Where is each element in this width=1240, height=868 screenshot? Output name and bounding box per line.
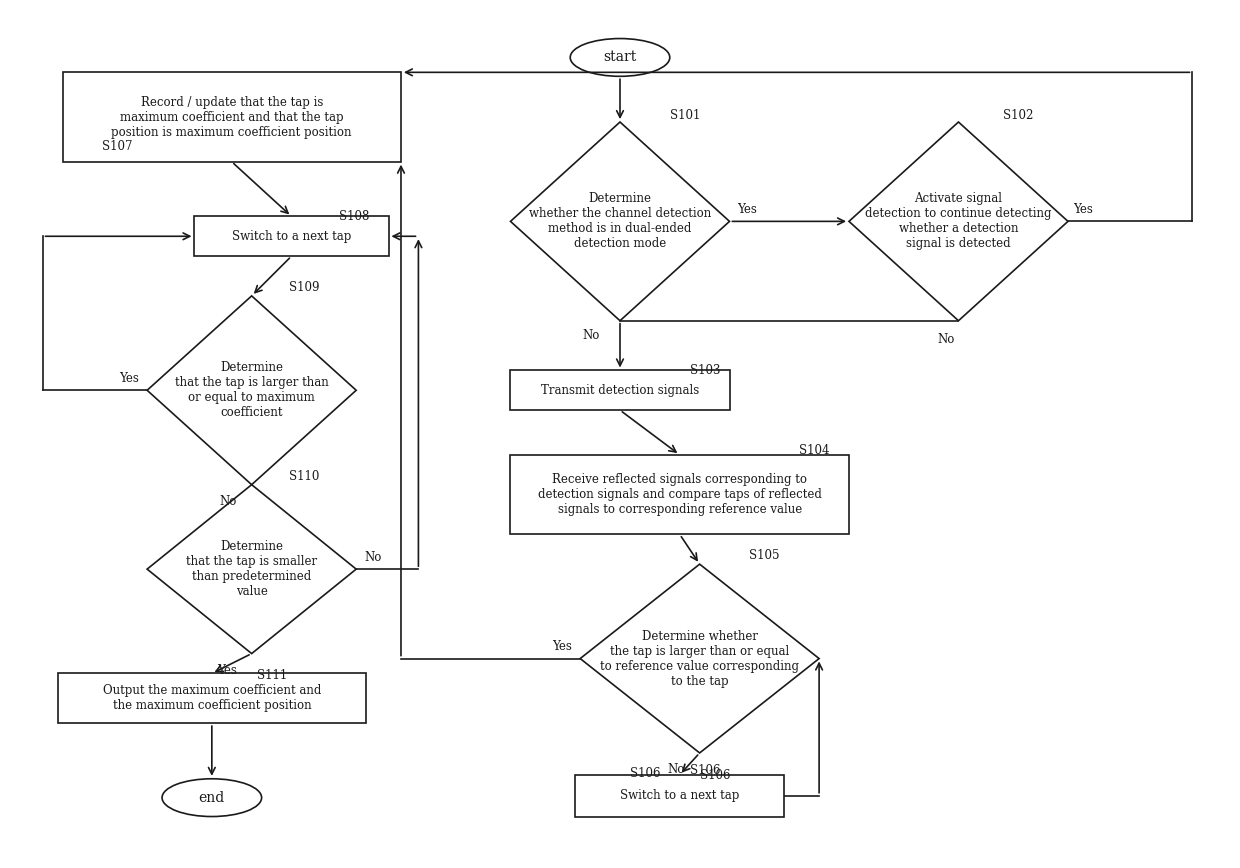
FancyBboxPatch shape xyxy=(511,455,849,535)
Text: Yes: Yes xyxy=(738,203,758,216)
FancyBboxPatch shape xyxy=(511,371,729,411)
Text: Record / update that the tap is
maximum coefficient and that the tap
position is: Record / update that the tap is maximum … xyxy=(112,95,352,139)
Text: S106: S106 xyxy=(699,769,730,782)
FancyBboxPatch shape xyxy=(195,216,388,256)
Text: No: No xyxy=(667,763,684,776)
FancyBboxPatch shape xyxy=(575,775,784,817)
Text: Yes: Yes xyxy=(119,372,139,385)
Text: Determine
that the tap is larger than
or equal to maximum
coefficient: Determine that the tap is larger than or… xyxy=(175,361,329,419)
FancyBboxPatch shape xyxy=(57,674,366,723)
Text: S111: S111 xyxy=(257,669,286,682)
Text: start: start xyxy=(604,50,636,64)
Polygon shape xyxy=(148,296,356,484)
Text: S106: S106 xyxy=(689,765,720,778)
Text: No: No xyxy=(937,332,955,345)
Text: S110: S110 xyxy=(289,470,320,483)
Text: Determine
that the tap is smaller
than predetermined
value: Determine that the tap is smaller than p… xyxy=(186,540,317,598)
Text: Determine
whether the channel detection
method is in dual-ended
detection mode: Determine whether the channel detection … xyxy=(529,193,711,250)
Text: S104: S104 xyxy=(800,444,830,457)
Text: Yes: Yes xyxy=(1073,203,1092,216)
Text: Switch to a next tap: Switch to a next tap xyxy=(620,789,739,802)
Polygon shape xyxy=(580,564,820,753)
Ellipse shape xyxy=(162,779,262,817)
Text: Switch to a next tap: Switch to a next tap xyxy=(232,230,351,243)
FancyBboxPatch shape xyxy=(62,72,401,161)
Text: Yes: Yes xyxy=(217,663,237,676)
Text: S103: S103 xyxy=(689,364,720,377)
Text: end: end xyxy=(198,791,224,805)
Text: S105: S105 xyxy=(749,549,780,562)
Text: S108: S108 xyxy=(340,210,370,223)
Text: Transmit detection signals: Transmit detection signals xyxy=(541,384,699,397)
Text: Receive reflected signals corresponding to
detection signals and compare taps of: Receive reflected signals corresponding … xyxy=(538,473,822,516)
Text: S107: S107 xyxy=(103,141,133,154)
Text: S106: S106 xyxy=(630,767,661,780)
Text: No: No xyxy=(219,495,237,508)
Text: S102: S102 xyxy=(1003,109,1034,122)
Text: Activate signal
detection to continue detecting
whether a detection
signal is de: Activate signal detection to continue de… xyxy=(866,193,1052,250)
Text: No: No xyxy=(583,329,600,342)
Polygon shape xyxy=(511,122,729,321)
Text: No: No xyxy=(365,550,382,563)
Ellipse shape xyxy=(570,38,670,76)
Text: S101: S101 xyxy=(670,109,701,122)
Polygon shape xyxy=(849,122,1068,321)
Polygon shape xyxy=(148,484,356,654)
Text: Output the maximum coefficient and
the maximum coefficient position: Output the maximum coefficient and the m… xyxy=(103,684,321,713)
Text: S109: S109 xyxy=(289,281,320,294)
Text: Determine whether
the tap is larger than or equal
to reference value correspondi: Determine whether the tap is larger than… xyxy=(600,629,799,687)
Text: Yes: Yes xyxy=(552,640,572,653)
